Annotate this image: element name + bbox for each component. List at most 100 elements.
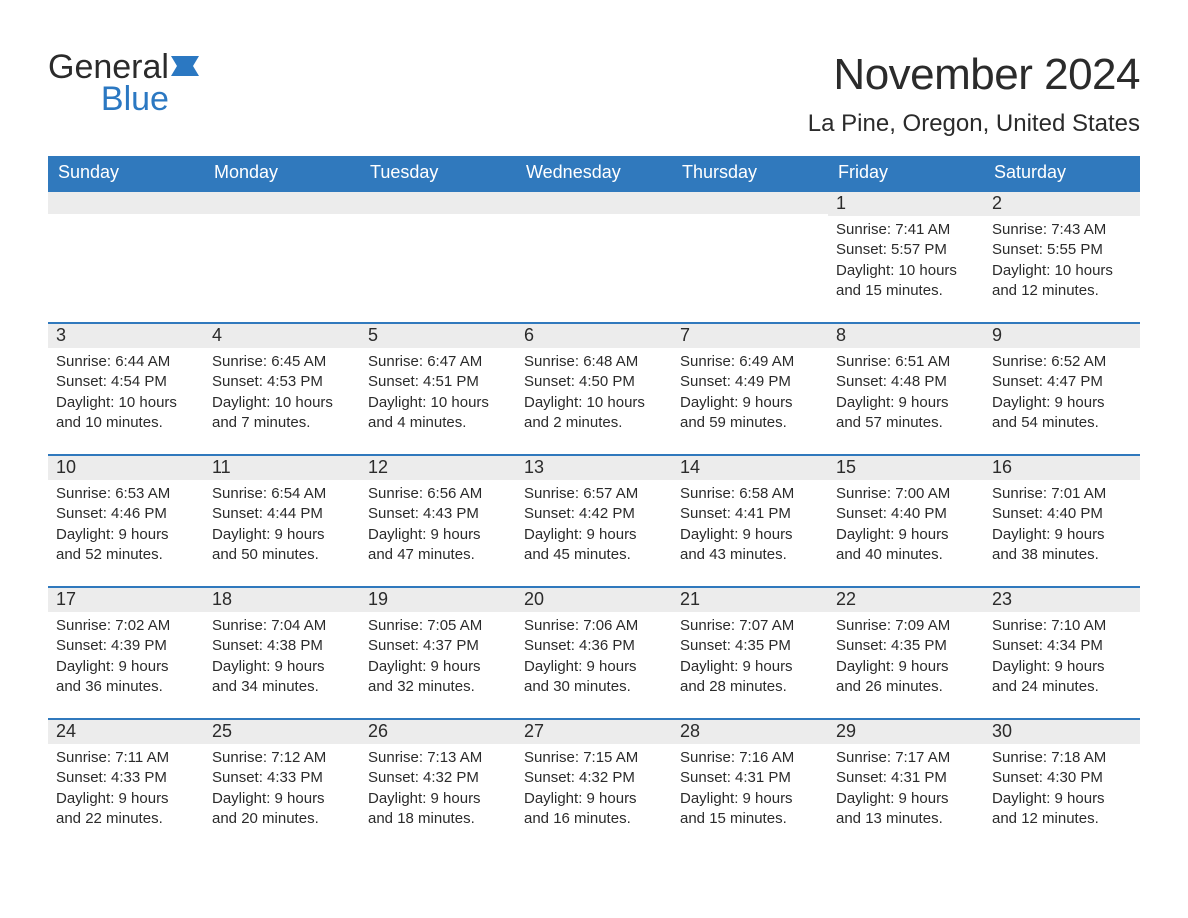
day: 13Sunrise: 6:57 AMSunset: 4:42 PMDayligh… xyxy=(516,454,672,586)
daylight-text: Daylight: 10 hours and 15 minutes. xyxy=(836,261,976,302)
daylight-text: Daylight: 9 hours and 34 minutes. xyxy=(212,657,352,698)
day-number: 7 xyxy=(672,324,828,348)
day: 28Sunrise: 7:16 AMSunset: 4:31 PMDayligh… xyxy=(672,718,828,850)
day-info: Sunrise: 6:52 AMSunset: 4:47 PMDaylight:… xyxy=(984,348,1140,441)
location: La Pine, Oregon, United States xyxy=(808,110,1140,138)
day-header: Friday xyxy=(828,156,984,190)
day: 22Sunrise: 7:09 AMSunset: 4:35 PMDayligh… xyxy=(828,586,984,718)
sunrise-text: Sunrise: 7:02 AM xyxy=(56,616,196,636)
daylight-text: Daylight: 9 hours and 45 minutes. xyxy=(524,525,664,566)
day: 8Sunrise: 6:51 AMSunset: 4:48 PMDaylight… xyxy=(828,322,984,454)
sunrise-text: Sunrise: 6:58 AM xyxy=(680,484,820,504)
calendar-week-row: 17Sunrise: 7:02 AMSunset: 4:39 PMDayligh… xyxy=(48,586,1140,718)
empty-day xyxy=(516,190,672,214)
day-header: Thursday xyxy=(672,156,828,190)
day-header: Saturday xyxy=(984,156,1140,190)
day: 15Sunrise: 7:00 AMSunset: 4:40 PMDayligh… xyxy=(828,454,984,586)
day-header: Monday xyxy=(204,156,360,190)
sunrise-text: Sunrise: 7:43 AM xyxy=(992,220,1132,240)
sunrise-text: Sunrise: 7:13 AM xyxy=(368,748,508,768)
day-number: 5 xyxy=(360,324,516,348)
sunset-text: Sunset: 5:57 PM xyxy=(836,240,976,260)
sunrise-text: Sunrise: 7:10 AM xyxy=(992,616,1132,636)
sunset-text: Sunset: 4:33 PM xyxy=(56,768,196,788)
calendar-cell xyxy=(204,190,360,322)
day-info: Sunrise: 7:15 AMSunset: 4:32 PMDaylight:… xyxy=(516,744,672,837)
sunrise-text: Sunrise: 7:05 AM xyxy=(368,616,508,636)
calendar-cell: 14Sunrise: 6:58 AMSunset: 4:41 PMDayligh… xyxy=(672,454,828,586)
day-info: Sunrise: 7:11 AMSunset: 4:33 PMDaylight:… xyxy=(48,744,204,837)
sunset-text: Sunset: 4:48 PM xyxy=(836,372,976,392)
sunset-text: Sunset: 4:31 PM xyxy=(680,768,820,788)
sunset-text: Sunset: 4:47 PM xyxy=(992,372,1132,392)
sunset-text: Sunset: 5:55 PM xyxy=(992,240,1132,260)
sunset-text: Sunset: 4:54 PM xyxy=(56,372,196,392)
sunset-text: Sunset: 4:50 PM xyxy=(524,372,664,392)
day-number: 20 xyxy=(516,588,672,612)
sunrise-text: Sunrise: 6:45 AM xyxy=(212,352,352,372)
calendar-cell: 27Sunrise: 7:15 AMSunset: 4:32 PMDayligh… xyxy=(516,718,672,850)
day-number: 15 xyxy=(828,456,984,480)
day: 26Sunrise: 7:13 AMSunset: 4:32 PMDayligh… xyxy=(360,718,516,850)
sunset-text: Sunset: 4:35 PM xyxy=(836,636,976,656)
day-info: Sunrise: 7:00 AMSunset: 4:40 PMDaylight:… xyxy=(828,480,984,573)
sunrise-text: Sunrise: 7:01 AM xyxy=(992,484,1132,504)
day: 12Sunrise: 6:56 AMSunset: 4:43 PMDayligh… xyxy=(360,454,516,586)
daylight-text: Daylight: 9 hours and 18 minutes. xyxy=(368,789,508,830)
day: 25Sunrise: 7:12 AMSunset: 4:33 PMDayligh… xyxy=(204,718,360,850)
day-number: 11 xyxy=(204,456,360,480)
day-number: 6 xyxy=(516,324,672,348)
sunrise-text: Sunrise: 6:51 AM xyxy=(836,352,976,372)
daylight-text: Daylight: 9 hours and 38 minutes. xyxy=(992,525,1132,566)
calendar-cell: 18Sunrise: 7:04 AMSunset: 4:38 PMDayligh… xyxy=(204,586,360,718)
calendar-cell: 10Sunrise: 6:53 AMSunset: 4:46 PMDayligh… xyxy=(48,454,204,586)
calendar-cell: 25Sunrise: 7:12 AMSunset: 4:33 PMDayligh… xyxy=(204,718,360,850)
daylight-text: Daylight: 9 hours and 13 minutes. xyxy=(836,789,976,830)
daylight-text: Daylight: 9 hours and 15 minutes. xyxy=(680,789,820,830)
day-number: 27 xyxy=(516,720,672,744)
sunset-text: Sunset: 4:49 PM xyxy=(680,372,820,392)
title-block: November 2024 La Pine, Oregon, United St… xyxy=(808,50,1140,138)
calendar-week-row: 3Sunrise: 6:44 AMSunset: 4:54 PMDaylight… xyxy=(48,322,1140,454)
day-info: Sunrise: 7:09 AMSunset: 4:35 PMDaylight:… xyxy=(828,612,984,705)
sunset-text: Sunset: 4:43 PM xyxy=(368,504,508,524)
empty-day xyxy=(672,190,828,214)
day-number: 28 xyxy=(672,720,828,744)
sunset-text: Sunset: 4:38 PM xyxy=(212,636,352,656)
sunrise-text: Sunrise: 7:12 AM xyxy=(212,748,352,768)
day: 18Sunrise: 7:04 AMSunset: 4:38 PMDayligh… xyxy=(204,586,360,718)
day-info: Sunrise: 7:16 AMSunset: 4:31 PMDaylight:… xyxy=(672,744,828,837)
calendar-cell: 1Sunrise: 7:41 AMSunset: 5:57 PMDaylight… xyxy=(828,190,984,322)
day: 2Sunrise: 7:43 AMSunset: 5:55 PMDaylight… xyxy=(984,190,1140,322)
sunset-text: Sunset: 4:32 PM xyxy=(368,768,508,788)
sunset-text: Sunset: 4:34 PM xyxy=(992,636,1132,656)
day-number: 1 xyxy=(828,192,984,216)
daylight-text: Daylight: 10 hours and 4 minutes. xyxy=(368,393,508,434)
sunset-text: Sunset: 4:53 PM xyxy=(212,372,352,392)
daylight-text: Daylight: 10 hours and 7 minutes. xyxy=(212,393,352,434)
sunset-text: Sunset: 4:33 PM xyxy=(212,768,352,788)
calendar-cell xyxy=(672,190,828,322)
calendar-cell: 12Sunrise: 6:56 AMSunset: 4:43 PMDayligh… xyxy=(360,454,516,586)
day-number: 29 xyxy=(828,720,984,744)
day-number: 2 xyxy=(984,192,1140,216)
calendar-cell: 23Sunrise: 7:10 AMSunset: 4:34 PMDayligh… xyxy=(984,586,1140,718)
sunset-text: Sunset: 4:46 PM xyxy=(56,504,196,524)
daylight-text: Daylight: 9 hours and 22 minutes. xyxy=(56,789,196,830)
day: 7Sunrise: 6:49 AMSunset: 4:49 PMDaylight… xyxy=(672,322,828,454)
sunset-text: Sunset: 4:35 PM xyxy=(680,636,820,656)
day: 27Sunrise: 7:15 AMSunset: 4:32 PMDayligh… xyxy=(516,718,672,850)
day-info: Sunrise: 6:57 AMSunset: 4:42 PMDaylight:… xyxy=(516,480,672,573)
calendar-table: SundayMondayTuesdayWednesdayThursdayFrid… xyxy=(48,156,1140,850)
day-info: Sunrise: 7:05 AMSunset: 4:37 PMDaylight:… xyxy=(360,612,516,705)
header-row: General Blue November 2024 La Pine, Oreg… xyxy=(48,50,1140,138)
day: 10Sunrise: 6:53 AMSunset: 4:46 PMDayligh… xyxy=(48,454,204,586)
day: 4 Sunrise: 6:45 AMSunset: 4:53 PMDaylight… xyxy=(204,322,360,454)
day-number: 4 xyxy=(204,324,360,348)
day-number: 17 xyxy=(48,588,204,612)
daylight-text: Daylight: 9 hours and 54 minutes. xyxy=(992,393,1132,434)
day-number: 24 xyxy=(48,720,204,744)
day-header: Tuesday xyxy=(360,156,516,190)
daylight-text: Daylight: 9 hours and 32 minutes. xyxy=(368,657,508,698)
calendar-cell: 8Sunrise: 6:51 AMSunset: 4:48 PMDaylight… xyxy=(828,322,984,454)
